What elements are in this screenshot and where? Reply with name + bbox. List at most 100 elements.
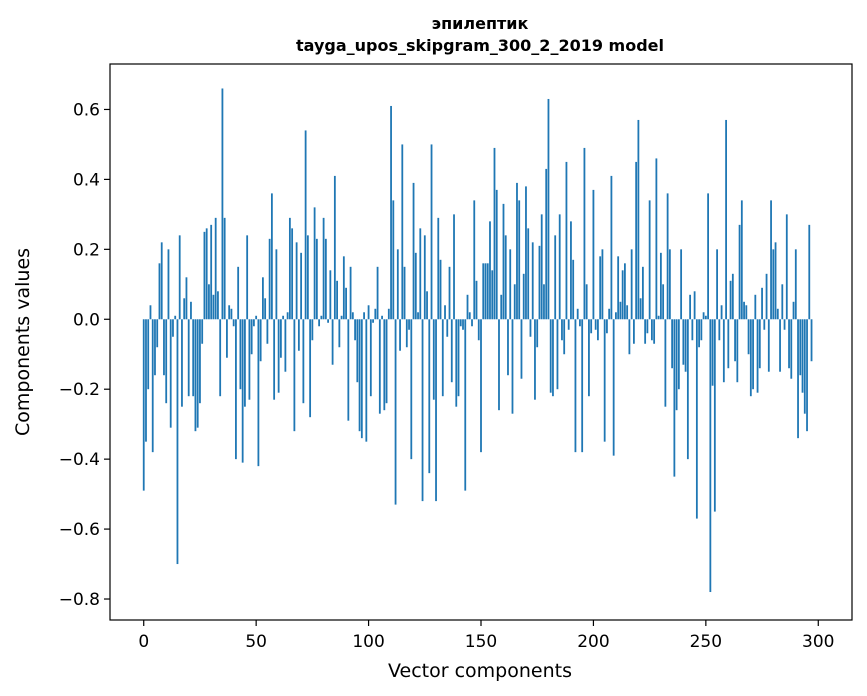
- bar-component-267: [743, 301, 745, 320]
- bars-group: [142, 88, 813, 593]
- bar-component-80: [322, 217, 325, 320]
- bar-component-116: [403, 266, 406, 320]
- bar-component-256: [718, 319, 721, 341]
- bar-component-151: [482, 263, 485, 320]
- bar-component-139: [455, 319, 458, 407]
- bar-component-40: [232, 319, 235, 327]
- bar-component-114: [399, 319, 401, 351]
- bar-component-140: [457, 319, 460, 397]
- bar-component-106: [381, 315, 383, 320]
- bar-component-289: [792, 301, 795, 320]
- bar-component-163: [509, 249, 512, 320]
- bar-component-54: [264, 298, 267, 320]
- bar-component-263: [734, 319, 736, 362]
- bar-component-228: [655, 158, 658, 320]
- bar-component-216: [628, 319, 631, 355]
- bar-component-147: [473, 200, 476, 320]
- y-tick-label: 0.0: [73, 310, 100, 330]
- bar-component-247: [698, 319, 700, 348]
- bar-component-196: [583, 147, 586, 320]
- y-tick-label: 0.4: [73, 170, 100, 190]
- y-tick-label: 0.2: [73, 240, 100, 260]
- bar-component-148: [475, 280, 478, 320]
- chart-subtitle: tayga_upos_skipgram_300_2_2019 model: [296, 36, 664, 55]
- bar-component-250: [704, 315, 707, 320]
- bar-component-149: [477, 319, 480, 341]
- bar-component-132: [439, 259, 442, 320]
- bar-component-285: [783, 319, 786, 330]
- bar-component-254: [713, 319, 716, 512]
- bar-component-282: [776, 308, 779, 320]
- bar-component-51: [257, 319, 260, 467]
- x-axis-ticks: 0 50 100 150 200 250 300: [138, 620, 834, 652]
- bar-component-85: [333, 175, 336, 320]
- bar-component-61: [279, 319, 282, 358]
- bar-component-53: [262, 277, 264, 320]
- bar-component-153: [486, 263, 489, 320]
- bar-component-92: [349, 266, 352, 320]
- bar-component-176: [538, 245, 541, 320]
- bar-component-233: [666, 193, 669, 320]
- bar-component-179: [545, 168, 548, 320]
- bar-component-136: [448, 266, 451, 320]
- bar-component-259: [725, 119, 727, 320]
- bar-component-5: [154, 319, 156, 376]
- bar-component-86: [336, 280, 338, 320]
- bar-component-269: [747, 319, 750, 355]
- bar-component-58: [273, 319, 276, 400]
- y-tick-label: −0.4: [59, 450, 100, 470]
- bar-component-64: [286, 312, 289, 320]
- bar-component-70: [300, 252, 303, 320]
- bar-component-20: [187, 319, 190, 397]
- bar-component-155: [491, 270, 494, 320]
- bar-component-69: [297, 319, 300, 351]
- bar-component-277: [765, 273, 768, 320]
- bar-component-45: [244, 319, 246, 407]
- bar-component-77: [315, 238, 318, 320]
- bar-component-44: [241, 319, 244, 463]
- bar-component-110: [390, 105, 392, 320]
- bar-component-238: [677, 319, 680, 390]
- bar-component-292: [799, 319, 802, 376]
- bar-component-214: [624, 263, 626, 320]
- bar-component-117: [405, 319, 408, 348]
- bar-component-75: [311, 319, 314, 341]
- bar-component-249: [702, 312, 705, 320]
- bar-component-184: [556, 319, 559, 390]
- bar-component-122: [417, 312, 419, 320]
- bar-component-172: [529, 319, 532, 337]
- bar-component-113: [396, 249, 399, 320]
- bar-component-217: [630, 249, 633, 320]
- bar-component-3: [149, 305, 152, 320]
- bar-component-161: [504, 235, 507, 320]
- bar-component-260: [727, 319, 730, 369]
- bar-component-236: [673, 319, 676, 477]
- bar-component-206: [606, 319, 608, 334]
- bar-component-127: [428, 319, 431, 474]
- bar-component-246: [695, 319, 698, 519]
- bar-component-118: [408, 319, 410, 330]
- bar-component-212: [619, 301, 622, 320]
- x-tick-label: 100: [352, 632, 384, 652]
- bar-component-297: [810, 319, 813, 362]
- bar-component-66: [291, 228, 294, 320]
- bar-component-189: [567, 319, 570, 330]
- y-axis-label: Components values: [12, 248, 34, 436]
- bar-component-220: [637, 119, 640, 320]
- bar-component-225: [648, 200, 651, 320]
- bar-component-150: [480, 319, 482, 453]
- bar-component-200: [592, 189, 595, 320]
- bar-component-226: [650, 319, 653, 341]
- bar-component-19: [185, 277, 188, 320]
- bar-component-195: [581, 319, 584, 453]
- bar-component-103: [374, 308, 377, 320]
- bar-component-182: [552, 319, 554, 397]
- bar-component-202: [597, 319, 599, 341]
- bar-component-125: [423, 235, 426, 320]
- bar-component-223: [644, 319, 647, 344]
- bar-component-170: [525, 186, 527, 320]
- bar-component-203: [599, 256, 602, 320]
- bar-component-192: [574, 319, 577, 453]
- bar-component-34: [219, 319, 222, 397]
- bar-component-24: [196, 319, 199, 428]
